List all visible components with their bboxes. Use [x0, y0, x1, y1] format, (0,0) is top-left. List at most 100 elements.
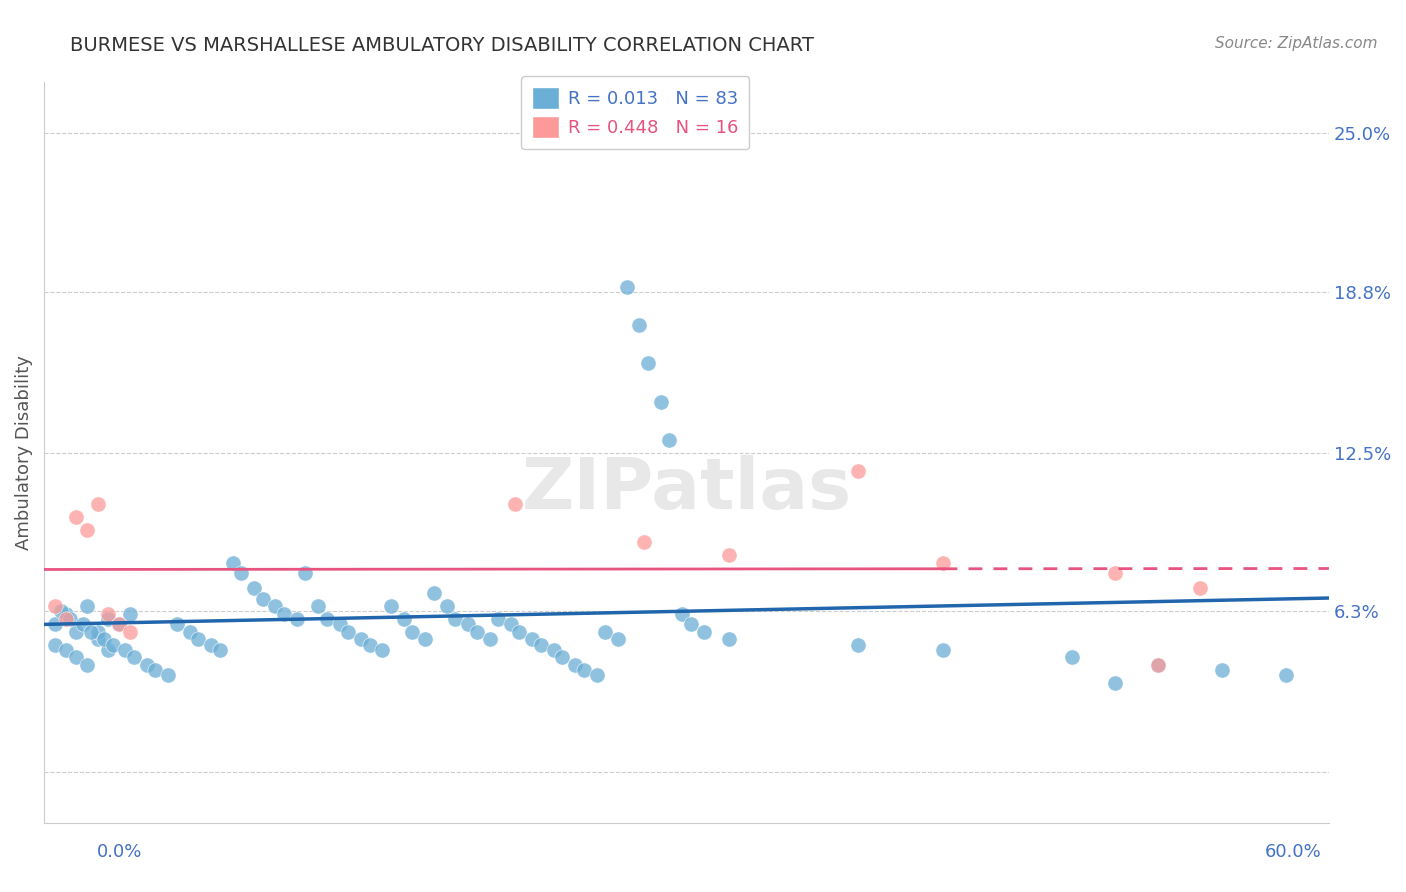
Point	[633, 535, 655, 549]
Point	[371, 642, 394, 657]
Point	[157, 668, 180, 682]
Point	[294, 566, 316, 580]
Point	[1146, 658, 1168, 673]
Point	[329, 617, 352, 632]
Point	[508, 624, 530, 639]
Point	[846, 638, 869, 652]
Point	[55, 642, 77, 657]
Point	[114, 642, 136, 657]
Point	[718, 548, 741, 562]
Point	[145, 663, 167, 677]
Point	[1189, 582, 1212, 596]
Point	[932, 642, 955, 657]
Point	[93, 632, 115, 647]
Point	[65, 509, 87, 524]
Point	[551, 650, 574, 665]
Point	[692, 624, 714, 639]
Point	[499, 617, 522, 632]
Point	[650, 394, 672, 409]
Point	[118, 607, 141, 621]
Point	[436, 599, 458, 614]
Y-axis label: Ambulatory Disability: Ambulatory Disability	[15, 355, 32, 550]
Point	[607, 632, 630, 647]
Point	[101, 638, 124, 652]
Text: 60.0%: 60.0%	[1265, 843, 1322, 861]
Point	[97, 612, 120, 626]
Point	[86, 632, 108, 647]
Point	[401, 624, 423, 639]
Point	[122, 650, 145, 665]
Point	[200, 638, 222, 652]
Point	[465, 624, 488, 639]
Point	[637, 356, 659, 370]
Point	[1060, 650, 1083, 665]
Point	[616, 279, 638, 293]
Point	[97, 607, 120, 621]
Point	[264, 599, 287, 614]
Point	[679, 617, 702, 632]
Point	[457, 617, 479, 632]
Point	[593, 624, 616, 639]
Point	[392, 612, 415, 626]
Point	[658, 433, 681, 447]
Point	[444, 612, 467, 626]
Text: ZIPatlas: ZIPatlas	[522, 456, 852, 524]
Point	[846, 464, 869, 478]
Legend: R = 0.013   N = 83, R = 0.448   N = 16: R = 0.013 N = 83, R = 0.448 N = 16	[522, 77, 749, 149]
Point	[503, 497, 526, 511]
Point	[44, 638, 66, 652]
Point	[179, 624, 201, 639]
Point	[72, 617, 94, 632]
Point	[315, 612, 337, 626]
Point	[1104, 676, 1126, 690]
Point	[76, 658, 98, 673]
Text: Source: ZipAtlas.com: Source: ZipAtlas.com	[1215, 36, 1378, 51]
Point	[65, 624, 87, 639]
Point	[243, 582, 266, 596]
Point	[522, 632, 544, 647]
Point	[671, 607, 693, 621]
Point	[350, 632, 373, 647]
Point	[44, 617, 66, 632]
Point	[359, 638, 381, 652]
Point	[486, 612, 509, 626]
Point	[1211, 663, 1233, 677]
Point	[76, 599, 98, 614]
Point	[166, 617, 188, 632]
Point	[718, 632, 741, 647]
Point	[530, 638, 553, 652]
Point	[97, 642, 120, 657]
Point	[273, 607, 295, 621]
Point	[1275, 668, 1298, 682]
Point	[118, 624, 141, 639]
Point	[44, 599, 66, 614]
Point	[135, 658, 157, 673]
Point	[65, 650, 87, 665]
Point	[478, 632, 501, 647]
Point	[413, 632, 436, 647]
Point	[86, 624, 108, 639]
Point	[55, 607, 77, 621]
Point	[221, 556, 243, 570]
Point	[307, 599, 329, 614]
Point	[337, 624, 360, 639]
Point	[86, 497, 108, 511]
Text: BURMESE VS MARSHALLESE AMBULATORY DISABILITY CORRELATION CHART: BURMESE VS MARSHALLESE AMBULATORY DISABI…	[70, 36, 814, 54]
Point	[585, 668, 607, 682]
Point	[80, 624, 103, 639]
Point	[108, 617, 131, 632]
Point	[55, 612, 77, 626]
Point	[564, 658, 586, 673]
Point	[423, 586, 446, 600]
Point	[932, 556, 955, 570]
Text: 0.0%: 0.0%	[97, 843, 142, 861]
Point	[208, 642, 231, 657]
Point	[76, 523, 98, 537]
Point	[59, 612, 82, 626]
Point	[1104, 566, 1126, 580]
Point	[628, 318, 651, 332]
Point	[1146, 658, 1168, 673]
Point	[285, 612, 308, 626]
Point	[229, 566, 252, 580]
Point	[51, 604, 73, 618]
